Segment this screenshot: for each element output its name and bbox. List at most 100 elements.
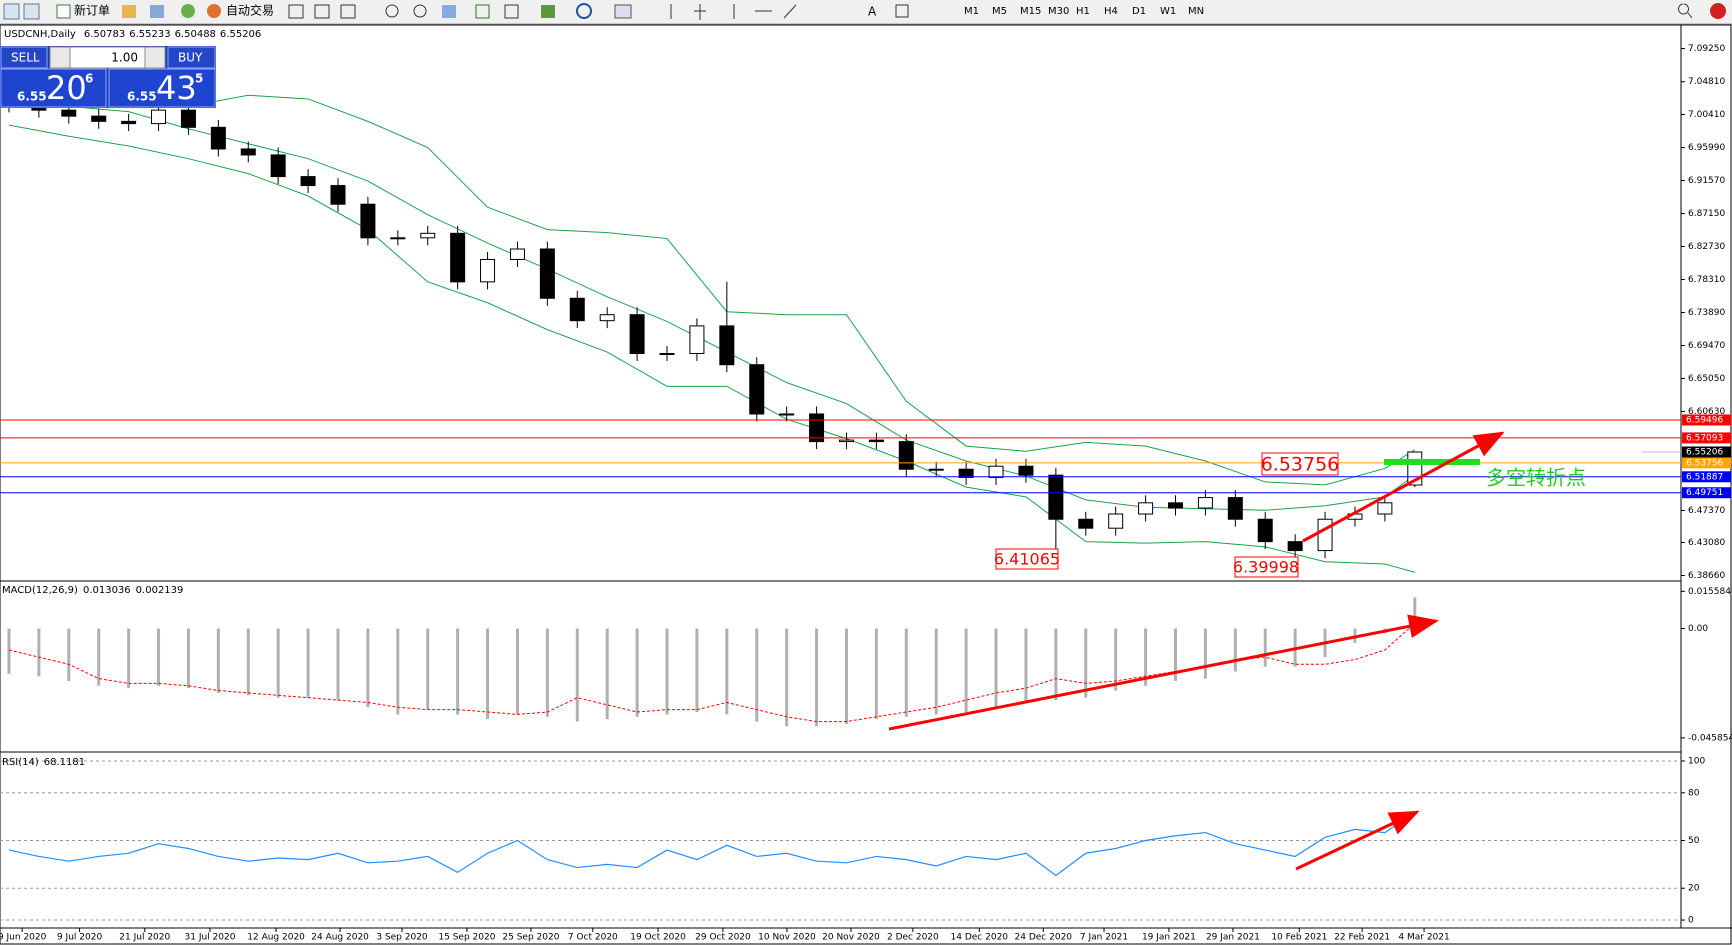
y-tick-label: 6.73890: [1688, 308, 1725, 318]
candle-body: [659, 353, 675, 356]
timeframe-button[interactable]: M30: [1048, 6, 1069, 17]
macd-bar: [1024, 628, 1028, 703]
macd-bar: [426, 628, 430, 710]
candle-body: [599, 314, 615, 322]
macd-bar: [396, 628, 400, 715]
macd-bar: [67, 628, 71, 682]
macd-bar: [755, 628, 759, 722]
header-open: 6.50783: [84, 29, 125, 40]
macd-bar: [1263, 628, 1267, 667]
candle-body: [1108, 513, 1124, 529]
x-tick-label: 4 Mar 2021: [1398, 933, 1449, 943]
bid-box[interactable]: [0, 68, 107, 108]
candle-body: [689, 325, 705, 355]
candle-body: [1048, 474, 1064, 520]
timeframe-button[interactable]: W1: [1160, 6, 1176, 17]
macd-bar: [186, 628, 190, 689]
candle-body: [1227, 497, 1243, 520]
candle-body: [958, 468, 974, 478]
sell-button[interactable]: [0, 46, 48, 69]
low-annotation: 6.41065: [994, 550, 1060, 569]
lot-down[interactable]: [49, 46, 71, 69]
macd-bar: [157, 628, 161, 686]
timeframe-button[interactable]: H4: [1104, 6, 1118, 17]
auto-trading[interactable]: 自动交易: [226, 3, 274, 18]
macd-bar: [7, 628, 11, 674]
x-tick-label: 7 Jan 2021: [1080, 933, 1128, 943]
candle-body: [480, 258, 496, 283]
macd-bar: [665, 628, 669, 715]
header-low: 6.50488: [175, 29, 216, 40]
low-annotation: 6.39998: [1233, 558, 1299, 577]
macd-bar: [1413, 597, 1417, 629]
trend-arrow: [888, 614, 1439, 731]
timeframe-button[interactable]: M1: [964, 6, 979, 17]
macd-bar: [605, 628, 609, 720]
candle-body: [569, 297, 585, 322]
macd-bar: [486, 628, 490, 720]
candle-body: [270, 154, 286, 178]
label-box: [995, 548, 1059, 570]
candle-body: [868, 439, 884, 443]
new-order[interactable]: 新订单: [74, 3, 110, 18]
macd-bar: [874, 628, 878, 720]
candle-body: [1078, 518, 1094, 529]
buy-button[interactable]: [167, 46, 216, 69]
macd-value: 0.013036: [83, 585, 131, 596]
y-tick-label: 100: [1688, 756, 1705, 766]
x-tick-label: 3 Sep 2020: [376, 933, 428, 943]
macd-bar: [37, 628, 41, 677]
timeframe-button[interactable]: MN: [1188, 6, 1204, 17]
candle-body: [360, 203, 376, 239]
lot-up[interactable]: [144, 46, 166, 69]
x-tick-label: 9 Jun 2020: [0, 933, 47, 943]
candle-body: [420, 232, 436, 239]
macd-bar: [456, 628, 460, 715]
turning-point-text: 多空转折点: [1486, 466, 1586, 490]
timeframes: M1 M5 M15 M30 H1 H4 D1 W1 MN: [964, 6, 1204, 17]
price-level-label: 6.49751: [1686, 488, 1723, 498]
y-tick-label: 6.43080: [1688, 538, 1725, 548]
price-level-tag: [1682, 414, 1731, 426]
y-tick-label: 20: [1688, 884, 1700, 894]
macd-title: MACD(12,26,9): [2, 585, 78, 596]
y-tick-label: 6.78310: [1688, 275, 1725, 285]
header-close: 6.55206: [220, 29, 261, 40]
macd-bar: [1174, 628, 1178, 682]
macd-bar: [635, 628, 639, 717]
timeframe-button[interactable]: M5: [992, 6, 1007, 17]
bid-big: 6.55: [17, 90, 47, 104]
macd-bar: [545, 628, 549, 717]
label-box: [1261, 452, 1339, 476]
candle-body: [838, 439, 854, 443]
macd-bar: [575, 628, 579, 722]
ask-box[interactable]: [108, 68, 216, 108]
y-tick-label: -0.045854: [1688, 733, 1732, 743]
rsi-title: RSI(14): [2, 757, 39, 768]
candle-body: [779, 413, 795, 416]
x-tick-label: 19 Jan 2021: [1142, 933, 1196, 943]
bollinger-band: [8, 124, 1415, 573]
candle-body: [121, 120, 137, 125]
macd-bar: [964, 628, 968, 713]
timeframe-button[interactable]: M15: [1020, 6, 1041, 17]
y-tick-label: 6.60630: [1688, 407, 1725, 417]
label-box: [1234, 556, 1299, 578]
y-tick-label: 7.04810: [1688, 77, 1725, 87]
macd-bar: [844, 628, 848, 724]
y-tick-label: 6.38660: [1688, 571, 1725, 581]
rsi-line: [8, 811, 1416, 877]
macd-bar: [695, 628, 699, 713]
price-level-label: 6.51887: [1686, 472, 1723, 482]
timeframe-button[interactable]: H1: [1076, 6, 1090, 17]
y-tick-label: 0.015584: [1688, 587, 1731, 597]
y-tick-label: 6.82730: [1688, 242, 1725, 252]
candle-body: [1138, 502, 1154, 515]
macd-bar: [1114, 628, 1118, 691]
timeframe-button[interactable]: D1: [1132, 6, 1146, 17]
x-tick-label: 22 Feb 2021: [1334, 933, 1390, 943]
level-annotation: 6.53756: [1261, 454, 1340, 476]
candle-body: [1287, 541, 1303, 552]
candle-body: [1168, 502, 1184, 509]
